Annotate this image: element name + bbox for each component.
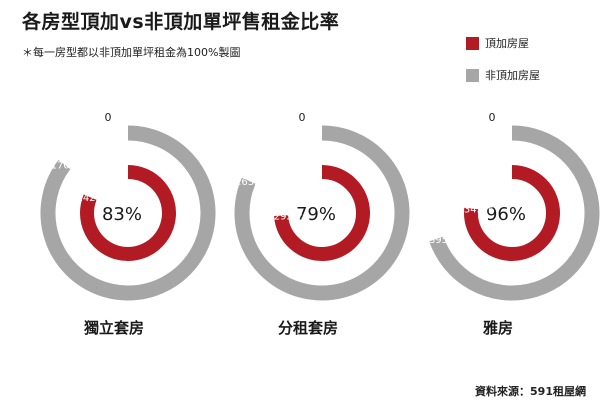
category-label: 雅房 xyxy=(482,319,513,337)
chart-subtitle: ＊每一房型都以非頂加單坪租金為100%製圖 xyxy=(22,46,241,59)
category-label: 獨立套房 xyxy=(83,319,144,337)
ratio-label: 83% xyxy=(102,204,142,225)
top-floor-value-label: 1295元 xyxy=(267,212,302,223)
start-tick-label: 0 xyxy=(105,111,112,124)
ratio-label: 96% xyxy=(486,204,526,225)
non-top-floor-value-label: 1707元 xyxy=(51,161,86,172)
legend-label-top-floor: 頂加房屋 xyxy=(485,37,529,50)
chart-title: 各房型頂加vs非頂加單坪售租金比率 xyxy=(22,11,340,33)
legend-item-non-top-floor: 非頂加房屋 xyxy=(466,68,540,82)
top-floor-value-label: 1423元 xyxy=(76,193,111,204)
non-top-floor-value-label: 1632元 xyxy=(235,177,270,188)
legend-item-top-floor: 頂加房屋 xyxy=(466,36,540,50)
inner-arc-top-floor xyxy=(464,165,560,261)
outer-arc-non-top-floor xyxy=(429,125,600,301)
legend-swatch-non-top-floor xyxy=(466,68,479,82)
ratio-label: 79% xyxy=(296,204,336,225)
category-label: 分租套房 xyxy=(278,319,338,337)
legend-label-non-top-floor: 非頂加房屋 xyxy=(485,69,540,82)
start-tick-label: 0 xyxy=(299,111,306,124)
inner-arc-top-floor xyxy=(274,165,370,261)
outer-arc-non-top-floor xyxy=(40,125,216,301)
top-floor-value-label: 1343元 xyxy=(458,205,493,216)
non-top-floor-value-label: 1395元 xyxy=(423,235,458,246)
outer-arc-non-top-floor xyxy=(234,125,410,301)
legend: 頂加房屋 非頂加房屋 xyxy=(466,36,540,100)
source-note: 資料來源：591租屋網 xyxy=(475,385,586,398)
start-tick-label: 0 xyxy=(489,111,496,124)
inner-arc-top-floor xyxy=(80,165,176,261)
legend-swatch-top-floor xyxy=(466,36,479,50)
